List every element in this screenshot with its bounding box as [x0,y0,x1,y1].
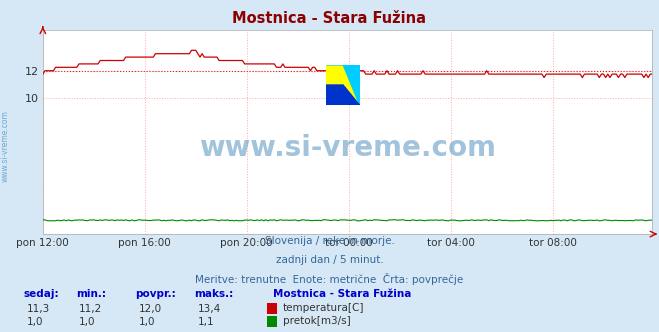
Text: Mostnica - Stara Fužina: Mostnica - Stara Fužina [273,289,412,299]
Text: 11,2: 11,2 [79,304,102,314]
Text: 13,4: 13,4 [198,304,221,314]
Polygon shape [326,85,360,106]
Text: zadnji dan / 5 minut.: zadnji dan / 5 minut. [275,255,384,265]
Text: 12,0: 12,0 [138,304,161,314]
Text: 1,0: 1,0 [79,317,96,327]
Text: 1,1: 1,1 [198,317,214,327]
Text: 1,0: 1,0 [26,317,43,327]
Text: povpr.:: povpr.: [135,289,176,299]
Text: Slovenija / reke in morje.: Slovenija / reke in morje. [264,236,395,246]
Text: Mostnica - Stara Fužina: Mostnica - Stara Fužina [233,11,426,26]
Text: maks.:: maks.: [194,289,234,299]
Text: sedaj:: sedaj: [23,289,59,299]
Text: Meritve: trenutne  Enote: metrične  Črta: povprečje: Meritve: trenutne Enote: metrične Črta: … [195,273,464,285]
Polygon shape [326,65,360,106]
Text: min.:: min.: [76,289,106,299]
Text: temperatura[C]: temperatura[C] [283,303,364,313]
Text: 11,3: 11,3 [26,304,49,314]
Text: www.si-vreme.com: www.si-vreme.com [1,110,10,182]
Text: www.si-vreme.com: www.si-vreme.com [199,134,496,162]
Text: 1,0: 1,0 [138,317,155,327]
Polygon shape [326,65,360,106]
Text: pretok[m3/s]: pretok[m3/s] [283,316,351,326]
